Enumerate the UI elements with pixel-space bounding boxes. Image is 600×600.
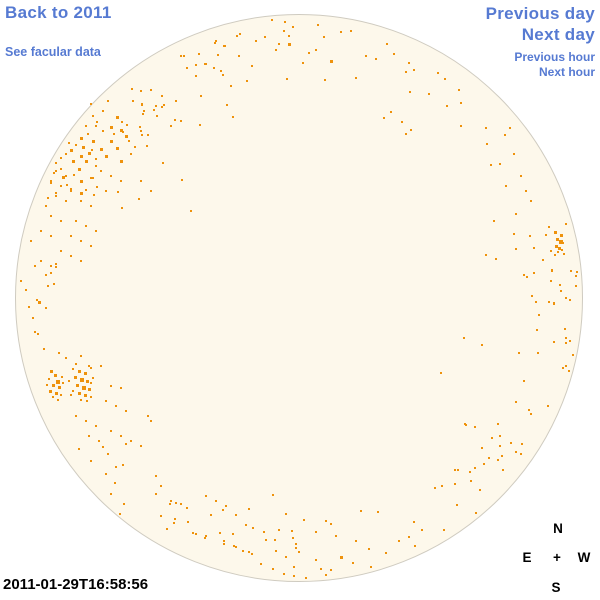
next-day-link[interactable]: Next day (521, 25, 595, 44)
previous-day-link[interactable]: Previous day (485, 4, 595, 23)
compass-south-label: S (551, 580, 561, 595)
previous-hour-link[interactable]: Previous hour (514, 50, 595, 64)
back-to-year-link[interactable]: Back to 2011 (5, 3, 112, 22)
observation-timestamp: 2011-01-29T16:58:56 (3, 576, 149, 593)
compass-east-label: E (522, 550, 532, 565)
hour-navigation: Previous hour Next hour (514, 50, 595, 80)
compass-west-label: W (577, 550, 591, 565)
compass-north-label: N (553, 521, 563, 536)
facular-data-link[interactable]: See facular data (5, 45, 101, 59)
next-hour-link[interactable]: Next hour (538, 65, 595, 79)
compass-center-cross: + (553, 550, 561, 565)
day-navigation: Previous day Next day (486, 3, 595, 45)
solar-disk (15, 14, 583, 582)
